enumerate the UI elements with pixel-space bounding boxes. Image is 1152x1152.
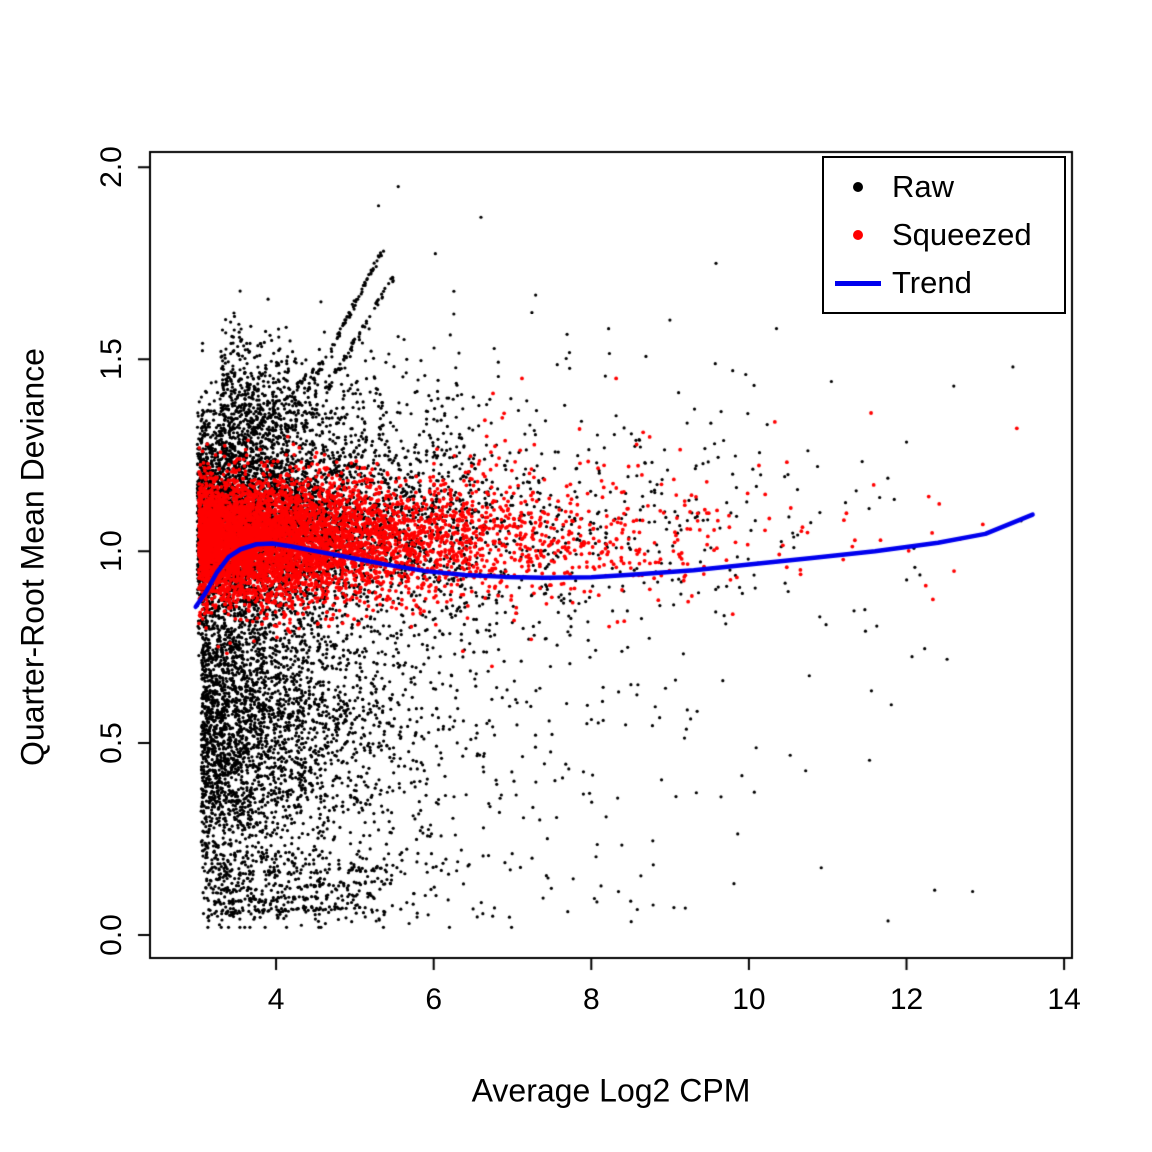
legend-label: Raw xyxy=(892,169,955,204)
y-tick-label: 1.0 xyxy=(95,530,128,573)
legend-line-marker-icon xyxy=(824,280,892,286)
legend-dot-marker-icon xyxy=(824,182,892,192)
x-tick-label: 10 xyxy=(732,983,766,1016)
x-tick-label: 14 xyxy=(1047,983,1081,1016)
y-tick-label: 2.0 xyxy=(95,146,128,189)
x-tick-label: 4 xyxy=(267,983,285,1016)
x-tick-label: 12 xyxy=(889,983,924,1016)
x-tick-label: 6 xyxy=(425,983,443,1016)
x-tick-label: 8 xyxy=(582,983,600,1016)
legend-entry-squeezed: Squeezed xyxy=(824,211,1064,259)
legend-entry-raw: Raw xyxy=(824,163,1064,211)
legend-label: Trend xyxy=(892,265,972,300)
legend: Raw Squeezed Trend xyxy=(822,156,1066,314)
legend-entry-trend: Trend xyxy=(824,259,1064,307)
y-tick-label: 1.5 xyxy=(95,338,128,381)
y-tick-label: 0.5 xyxy=(95,722,128,764)
legend-label: Squeezed xyxy=(892,217,1032,252)
x-axis-title: Average Log2 CPM xyxy=(471,1072,751,1109)
legend-dot-marker-icon xyxy=(824,230,892,240)
y-tick-label: 0.0 xyxy=(95,914,128,956)
y-axis-title: Quarter-Root Mean Deviance xyxy=(14,348,51,766)
